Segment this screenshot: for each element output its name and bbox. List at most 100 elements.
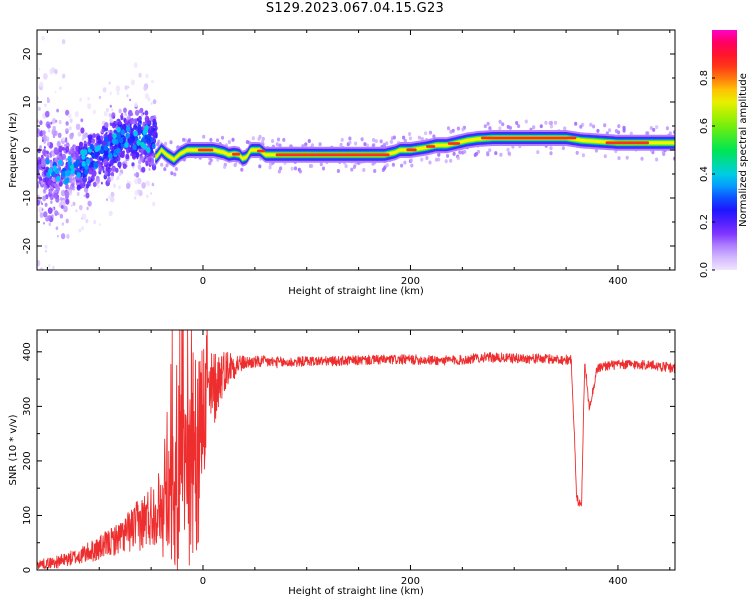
scatter-speck xyxy=(61,280,65,285)
halo-speck xyxy=(508,125,512,130)
scatter-speck xyxy=(39,212,44,218)
ridge-core xyxy=(197,148,214,152)
scatter-speck xyxy=(62,146,65,151)
halo-speck xyxy=(544,120,548,125)
scatter-bright-blob xyxy=(116,147,121,154)
scatter-speck xyxy=(46,167,49,171)
scatter-speck xyxy=(152,123,156,127)
scatter-speck xyxy=(111,122,116,129)
scatter-speck xyxy=(48,264,51,268)
scatter-speck xyxy=(124,112,127,117)
scatter-speck xyxy=(93,219,97,225)
scatter-speck xyxy=(73,187,76,190)
scatter-speck xyxy=(60,205,64,209)
scatter-speck xyxy=(103,158,108,166)
scatter-speck xyxy=(60,153,63,157)
scatter-speck xyxy=(108,166,111,170)
scatter-speck xyxy=(53,130,58,136)
scatter-speck xyxy=(79,141,83,148)
scatter-speck xyxy=(146,138,150,144)
scatter-speck xyxy=(86,206,89,211)
scatter-speck xyxy=(61,39,66,45)
halo-speck xyxy=(574,121,578,126)
scatter-speck xyxy=(49,290,52,294)
scatter-speck xyxy=(131,162,135,167)
halo-speck xyxy=(403,138,407,143)
halo-speck xyxy=(608,128,612,133)
scatter-speck xyxy=(39,120,43,126)
scatter-speck xyxy=(59,86,62,90)
halo-speck xyxy=(532,125,536,130)
scatter-speck xyxy=(79,180,84,188)
scatter-speck xyxy=(126,182,131,190)
scatter-speck xyxy=(148,168,151,171)
halo-speck xyxy=(340,137,344,142)
halo-speck xyxy=(352,165,357,169)
scatter-speck xyxy=(152,127,156,132)
scatter-speck xyxy=(65,109,70,116)
halo-speck xyxy=(461,127,465,132)
halo-speck xyxy=(276,137,281,142)
halo-speck xyxy=(437,152,441,157)
halo-speck xyxy=(446,153,450,158)
ridge-core xyxy=(406,148,417,152)
halo-speck xyxy=(339,142,343,147)
scatter-speck xyxy=(112,183,117,189)
scatter-speck xyxy=(65,137,68,141)
scatter-speck xyxy=(125,119,128,124)
halo-speck xyxy=(336,169,340,173)
scatter-speck xyxy=(151,152,156,158)
halo-speck xyxy=(373,169,377,173)
scatter-speck xyxy=(106,131,108,135)
y-tick-label: 10 xyxy=(22,96,33,109)
scatter-speck xyxy=(134,118,138,123)
scatter-speck xyxy=(75,152,80,159)
scatter-speck xyxy=(102,129,105,133)
scatter-speck xyxy=(46,155,50,160)
halo-speck xyxy=(536,150,540,155)
halo-speck xyxy=(174,167,178,171)
x-tick-label: 0 xyxy=(200,576,206,587)
scatter-bright-blob xyxy=(112,138,117,145)
colorbar-tick-label: 0.0 xyxy=(699,262,710,278)
x-tick-label: 0 xyxy=(200,276,206,287)
x-axis-label: Height of straight line (km) xyxy=(288,286,424,297)
scatter-speck xyxy=(145,160,149,165)
scatter-speck xyxy=(56,141,61,147)
scatter-speck xyxy=(45,250,47,253)
scatter-speck xyxy=(61,199,66,206)
ridge-cores xyxy=(197,136,650,157)
scatter-speck xyxy=(62,136,66,142)
halo-speck xyxy=(400,163,404,168)
colorbar: 0.0 0.2 0.4 0.6 0.8 Normalized spectral ampli… xyxy=(699,30,749,278)
halo-speck xyxy=(417,135,421,140)
y-tick-label: 20 xyxy=(22,48,33,61)
halo-speck xyxy=(234,162,238,167)
halo-speck xyxy=(402,135,406,140)
halo-speck xyxy=(646,131,650,136)
scatter-speck xyxy=(129,98,132,102)
halo-speck xyxy=(449,158,453,163)
scatter-speck xyxy=(37,148,41,154)
scatter-bright-blob xyxy=(93,161,99,168)
colorbar-label: Normalized spectral amplitude xyxy=(738,73,749,227)
scatter-speck xyxy=(59,213,64,219)
y-tick-label: -20 xyxy=(22,238,33,254)
scatter-speck xyxy=(144,115,150,123)
scatter-speck xyxy=(86,180,91,187)
x-tick-label: 200 xyxy=(401,576,420,587)
halo-speck xyxy=(160,162,164,167)
scatter-speck xyxy=(78,228,82,233)
scatter-bright-blob xyxy=(108,152,113,159)
scatter-speck xyxy=(131,153,137,160)
halo-speck xyxy=(456,126,460,131)
halo-speck xyxy=(549,151,553,156)
snr-frame xyxy=(36,329,676,571)
colorbar-fill xyxy=(712,30,737,270)
scatter-speck xyxy=(126,94,129,98)
halo-speck xyxy=(452,151,456,156)
scatter-speck xyxy=(108,195,112,200)
scatter-speck xyxy=(111,165,116,172)
halo-speck xyxy=(424,131,428,136)
scatter-speck xyxy=(137,127,142,134)
